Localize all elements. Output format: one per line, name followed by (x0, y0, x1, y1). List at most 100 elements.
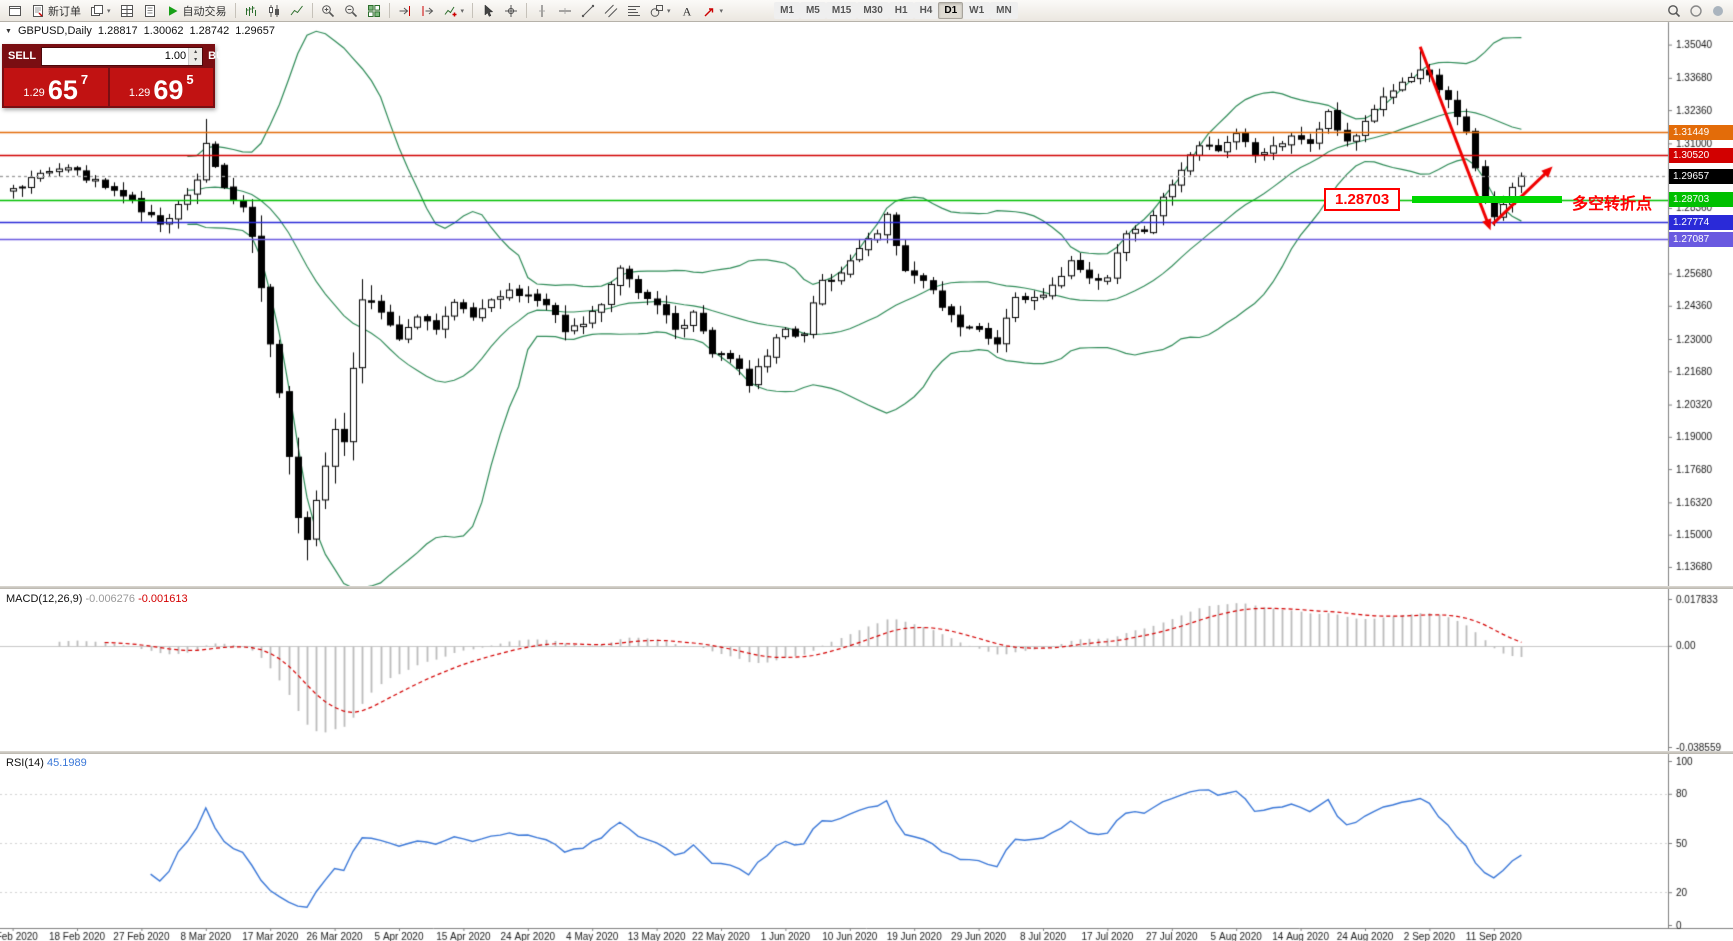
pivot-band[interactable] (1412, 196, 1562, 204)
timeframe-group: M1 M5 M15 M30 H1 H4 D1 W1 MN (774, 2, 1018, 19)
zoom-out-button[interactable] (340, 1, 362, 20)
chart-window-button[interactable] (4, 1, 26, 20)
chart-shift-button[interactable] (417, 1, 439, 20)
symbol-title: GBPUSD,Daily (17, 25, 92, 37)
macd-label: MACD(12,26,9) -0.006276 -0.001613 (6, 593, 188, 605)
data-window-button[interactable] (139, 1, 161, 20)
timeframe-m5-button[interactable]: M5 (799, 2, 826, 19)
community-button[interactable] (1707, 1, 1729, 20)
timeframe-h4-button[interactable]: H4 (913, 2, 939, 19)
timeframe-m1-button[interactable]: M1 (774, 2, 800, 19)
one-click-toggle-icon[interactable]: ▼ (5, 27, 12, 35)
fibonacci-button[interactable] (623, 1, 645, 20)
zoomout-icon (344, 4, 358, 18)
macd-pane-separator[interactable] (0, 586, 1733, 589)
rsi-pane-separator[interactable] (0, 751, 1733, 754)
ohlc-low: 1.28742 (189, 25, 230, 37)
resistance-line-upper-price-label[interactable]: 1.31449 (1669, 124, 1733, 140)
timeframe-w1-button[interactable]: W1 (963, 2, 991, 19)
toolbar-separator (311, 3, 313, 18)
text-label-button[interactable]: A (676, 1, 698, 20)
support-line-1-price-label[interactable]: 1.27774 (1669, 214, 1733, 230)
caret-down-icon: ▾ (667, 7, 671, 15)
arrow-objects-button[interactable]: ▾ (699, 1, 728, 20)
horizontal-line-button[interactable] (554, 1, 576, 20)
autotrading-button[interactable]: 自动交易 (162, 1, 231, 20)
win-icon (8, 4, 22, 18)
trendline-button[interactable] (577, 1, 599, 20)
vertical-line-button[interactable] (531, 1, 553, 20)
caret-down-icon: ▾ (460, 7, 465, 15)
circle-icon (1689, 4, 1703, 18)
chart-profiles-button[interactable]: ▾ (86, 1, 115, 20)
magnifier-icon (1667, 4, 1681, 18)
support-line-2-price-label[interactable]: 1.27087 (1669, 231, 1733, 247)
line-chart-button[interactable] (286, 1, 308, 20)
hline-icon (558, 4, 572, 18)
layers-icon (90, 4, 104, 18)
candles-chart-button[interactable] (263, 1, 285, 20)
zoom-in-button[interactable] (317, 1, 339, 20)
symbol-header: ▼ GBPUSD,Daily 1.28817 1.30062 1.28742 1… (5, 25, 275, 37)
new-order-button[interactable]: 新订单 (27, 1, 85, 20)
shapes-icon (650, 4, 664, 18)
volume-box: ▴ ▾ (41, 46, 204, 66)
buy-price-button[interactable]: 1.29 69 5 (109, 68, 213, 106)
crosshair-icon (504, 4, 518, 18)
resistance-line-price-label[interactable]: 1.30520 (1669, 147, 1733, 163)
order-icon (31, 4, 45, 18)
pivot-price-callout[interactable]: 1.28703 (1324, 187, 1401, 211)
timeframe-d1-button[interactable]: D1 (938, 2, 964, 19)
candles-icon (267, 4, 281, 18)
timeframe-h1-button[interactable]: H1 (888, 2, 914, 19)
pivot-note-text[interactable]: 多空转折点 (1572, 195, 1653, 213)
autotrading-button-label: 自动交易 (182, 5, 227, 18)
bars-chart-button[interactable] (240, 1, 262, 20)
fibo-icon (627, 4, 641, 18)
volume-input[interactable] (42, 47, 189, 65)
arrowmark-icon (703, 4, 717, 18)
indicators-button[interactable]: ▾ (440, 1, 469, 20)
cursor-button[interactable] (477, 1, 499, 20)
equidistant-channel-button[interactable] (600, 1, 622, 20)
shapes-button[interactable]: ▾ (646, 1, 675, 20)
svg-text:A: A (682, 4, 691, 18)
crosshair-button[interactable] (500, 1, 522, 20)
trend-icon (581, 4, 595, 18)
tiles-icon (367, 4, 381, 18)
ohlc-high: 1.30062 (143, 25, 184, 37)
channel-icon (604, 4, 618, 18)
autoscroll-icon (398, 4, 412, 18)
toolbar-separator (234, 3, 236, 18)
indicator-icon (444, 4, 458, 18)
search-button[interactable] (1663, 1, 1685, 20)
market-watch-button[interactable] (116, 1, 138, 20)
zoomin-icon (321, 4, 335, 18)
pivot-line-price-label[interactable]: 1.28703 (1669, 192, 1733, 208)
bars-icon (244, 4, 258, 18)
rsi-label: RSI(14) 45.1989 (6, 757, 87, 769)
sell-caption: SELL (8, 50, 37, 62)
play-icon (166, 4, 180, 18)
cursor-icon (481, 3, 495, 18)
toolbar-separator (526, 3, 528, 18)
buy-caption: BUY (208, 50, 232, 62)
tile-windows-button[interactable] (363, 1, 385, 20)
shift-icon (421, 4, 435, 18)
alerts-button[interactable] (1685, 1, 1707, 20)
timeframe-mn-button[interactable]: MN (990, 2, 1018, 19)
new-order-button-label: 新订单 (48, 5, 81, 18)
toolbar-right-group (1663, 1, 1729, 20)
timeframe-m30-button[interactable]: M30 (857, 2, 889, 19)
sell-price-button[interactable]: 1.29 65 7 (4, 68, 108, 106)
auto-scroll-button[interactable] (394, 1, 416, 20)
linechart-icon (290, 4, 304, 18)
one-click-trading-panel: SELL ▴ ▾ BUY 1.29 65 7 1.29 69 5 (2, 44, 231, 108)
caret-down-icon: ▾ (107, 7, 111, 15)
textA-icon: A (680, 4, 694, 18)
volume-increase-button[interactable]: ▴ (189, 48, 202, 57)
current-bid-price-label[interactable]: 1.29657 (1669, 168, 1733, 184)
volume-decrease-button[interactable]: ▾ (189, 56, 202, 65)
timeframe-m15-button[interactable]: M15 (825, 2, 858, 19)
